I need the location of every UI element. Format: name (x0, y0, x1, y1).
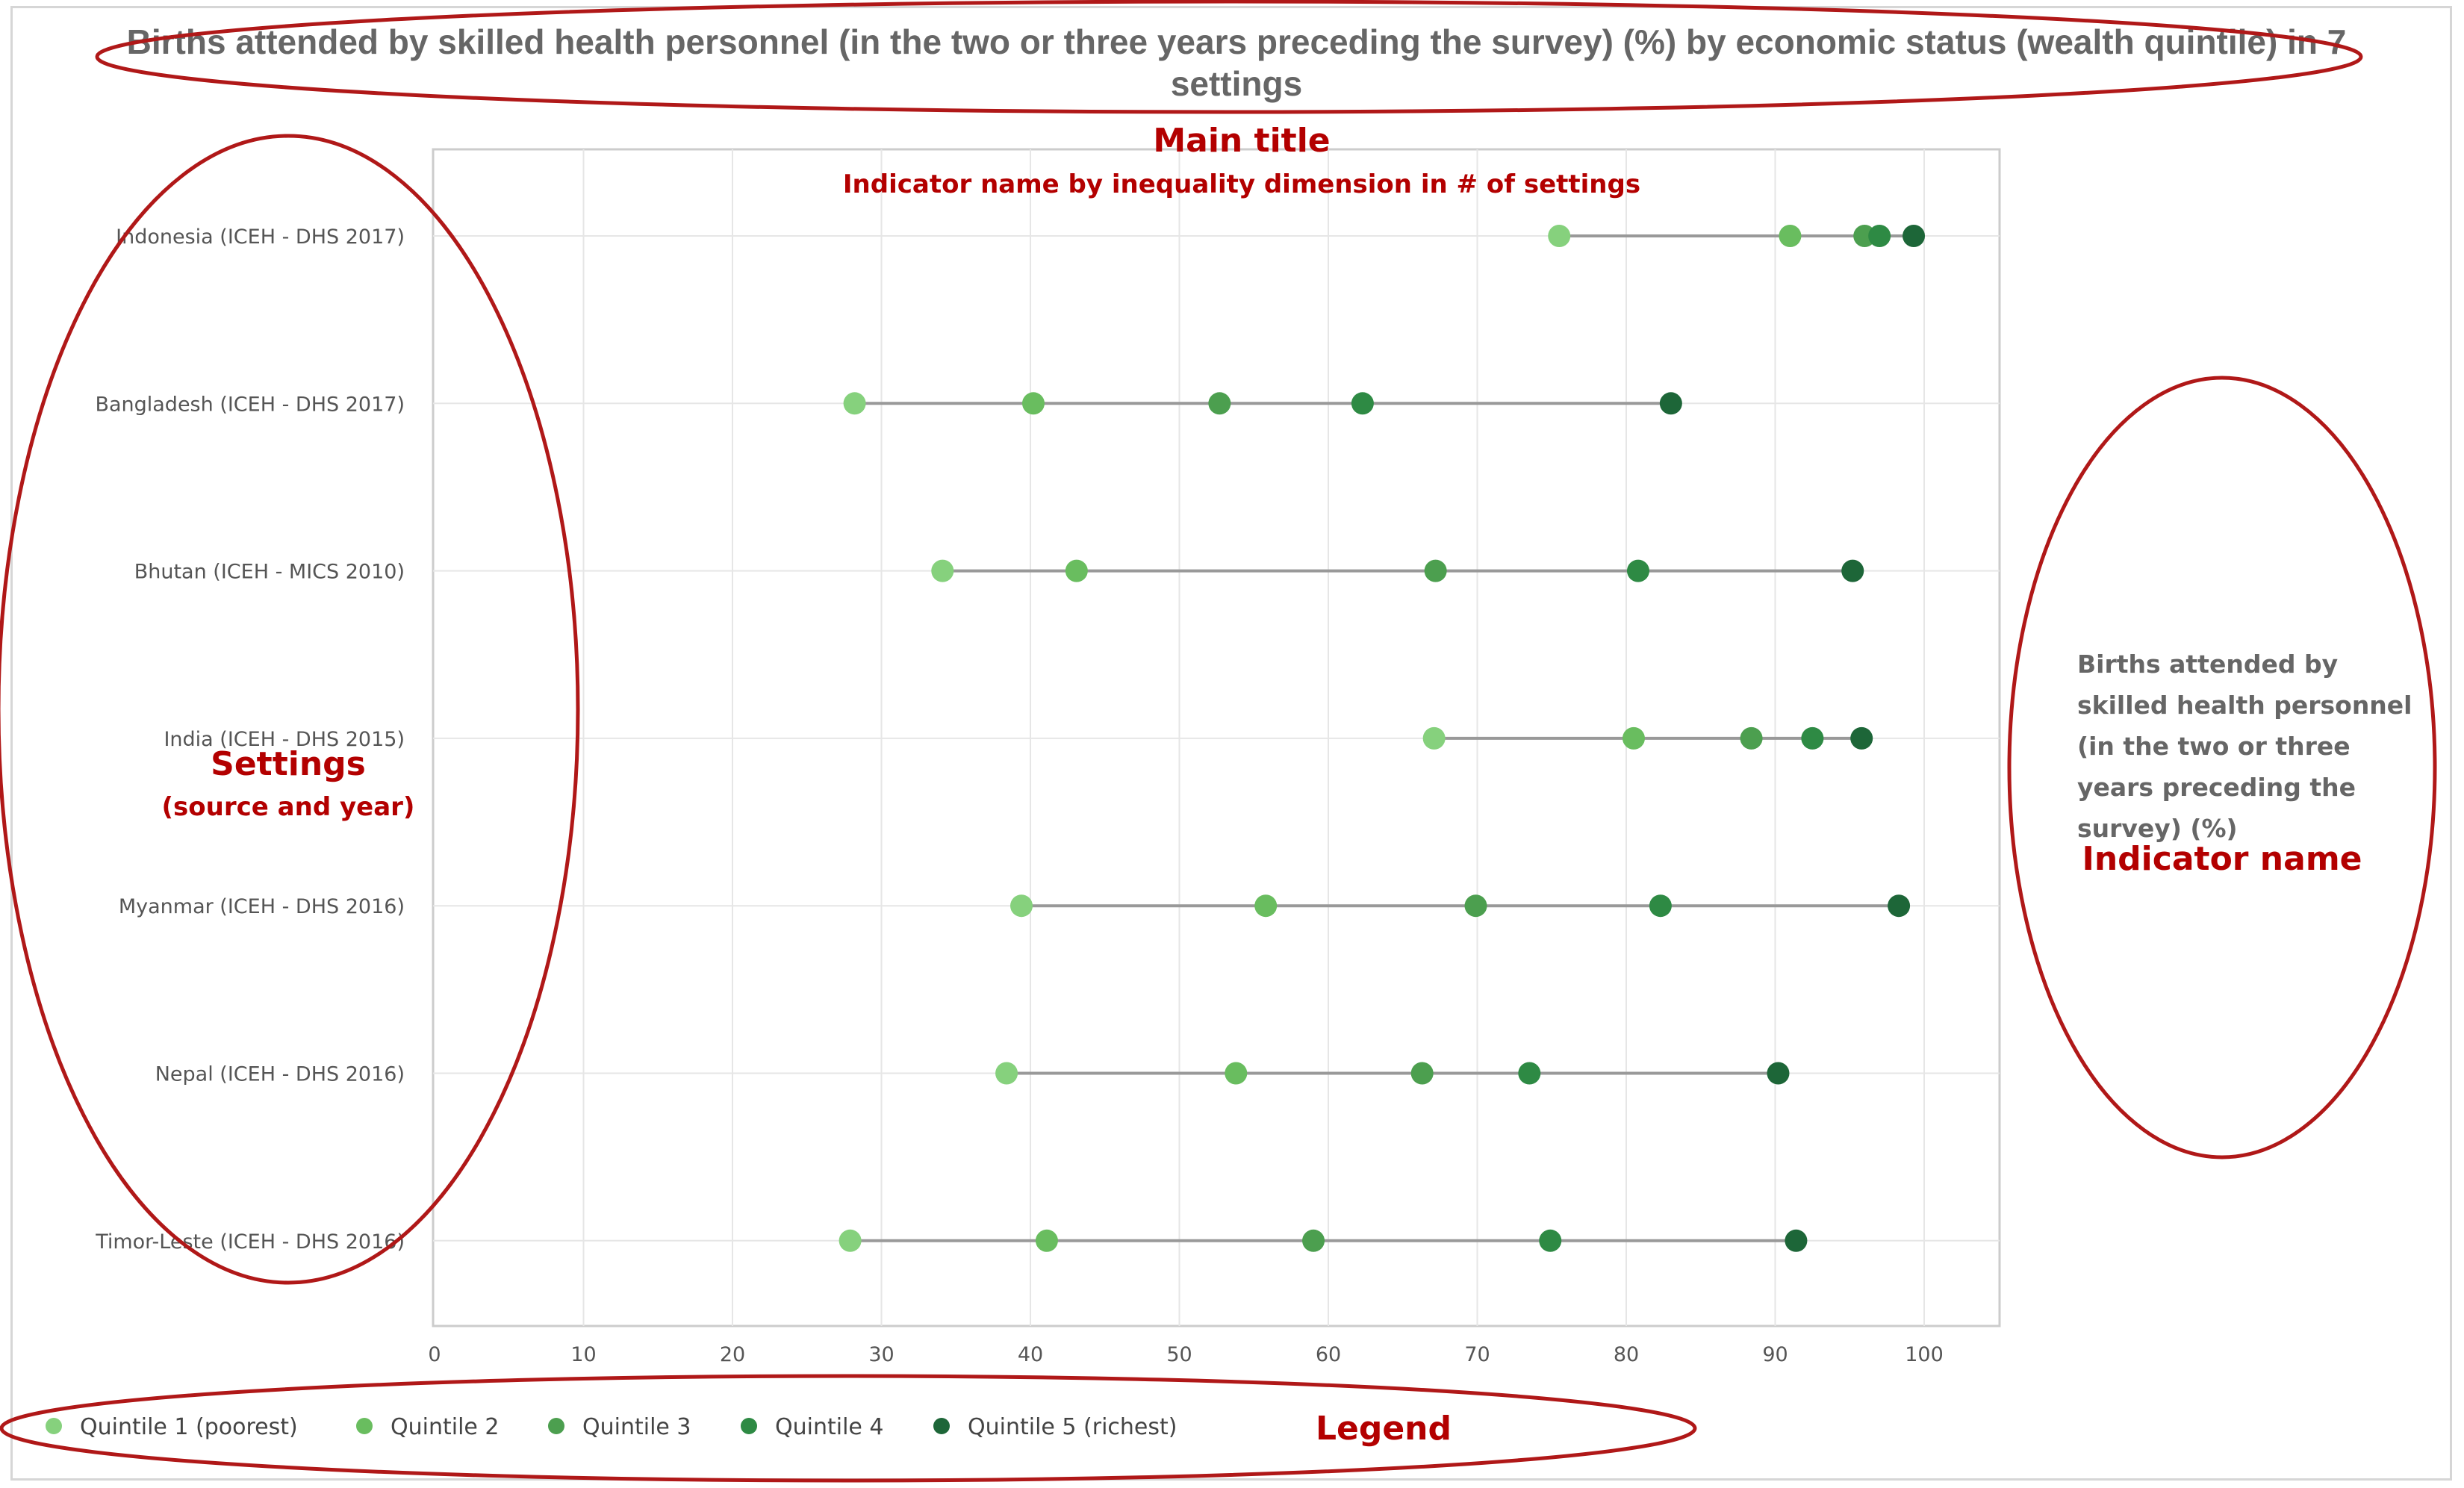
data-point-quintile-4[interactable] (1626, 559, 1649, 582)
annotation-indicator-name: Indicator name (2082, 840, 2362, 878)
x-tick-label: 90 (1762, 1343, 1788, 1366)
indicator-side-label: Births attended by skilled health personn… (2077, 650, 2412, 843)
legend-swatch (46, 1418, 62, 1434)
legend: Quintile 1 (poorest) Quintile 2 Quintile 3… (46, 1414, 1177, 1440)
category-label: India (ICEH - DHS 2015) (164, 728, 405, 751)
data-point-quintile-5[interactable] (1785, 1229, 1808, 1252)
data-point-quintile-1[interactable] (839, 1229, 862, 1252)
legend-label: Quintile 1 (poorest) (80, 1414, 298, 1440)
data-point-quintile-5[interactable] (1767, 1062, 1790, 1085)
indicator-annotation-ellipse (2007, 376, 2437, 1159)
annotation-main-title: Main title (1153, 122, 1330, 160)
settings-annotation-ellipse (0, 134, 580, 1285)
x-tick-label: 20 (720, 1343, 745, 1366)
annotation-legend: Legend (1316, 1410, 1452, 1448)
legend-annotation-ellipse (0, 1374, 1697, 1483)
chart-title-line-1: Births attended by skilled health person… (127, 22, 2347, 61)
category-label: Timor-Leste (ICEH - DHS 2016) (95, 1230, 405, 1254)
data-point-quintile-1[interactable] (1422, 726, 1446, 750)
data-point-quintile-2[interactable] (1622, 726, 1645, 750)
category-axis: Indonesia (ICEH - DHS 2017) Bangladesh (I… (95, 225, 405, 1254)
indicator-name-line: Births attended by (2077, 650, 2338, 679)
legend-label: Quintile 4 (775, 1414, 884, 1440)
legend-swatch (741, 1418, 757, 1434)
legend-item-quintile-3[interactable]: Quintile 3 (548, 1414, 691, 1440)
x-tick-label: 30 (868, 1343, 894, 1366)
data-point-quintile-1[interactable] (931, 559, 954, 582)
indicator-name-line: skilled health personnel (2077, 691, 2412, 720)
data-point-quintile-3[interactable] (1424, 559, 1447, 582)
data-point-quintile-2[interactable] (1035, 1229, 1058, 1252)
category-label: Bhutan (ICEH - MICS 2010) (134, 561, 405, 584)
title-annotation-ellipse (95, 0, 2363, 114)
data-point-quintile-5[interactable] (1841, 559, 1864, 582)
value-axis: 0 10 20 30 40 50 60 70 80 90 100 (428, 1343, 1943, 1366)
legend-item-quintile-1[interactable]: Quintile 1 (poorest) (46, 1414, 298, 1440)
data-point-quintile-5[interactable] (1659, 392, 1682, 415)
data-point-quintile-3[interactable] (1410, 1062, 1434, 1085)
data-point-quintile-2[interactable] (1779, 225, 1802, 247)
data-point-quintile-5[interactable] (1903, 225, 1926, 247)
data-point-quintile-5[interactable] (1850, 726, 1873, 750)
data-point-quintile-4[interactable] (1868, 225, 1891, 247)
indicator-name-line: (in the two or three (2077, 732, 2351, 761)
legend-swatch (933, 1418, 950, 1434)
data-point-quintile-4[interactable] (1351, 392, 1374, 415)
x-tick-label: 50 (1166, 1343, 1192, 1366)
legend-label: Quintile 5 (richest) (968, 1414, 1177, 1440)
annotation-settings: Settings (211, 745, 366, 783)
legend-swatch (356, 1418, 373, 1434)
data-point-quintile-3[interactable] (1740, 726, 1763, 750)
category-label: Indonesia (ICEH - DHS 2017) (116, 225, 405, 249)
data-point-quintile-4[interactable] (1649, 894, 1672, 918)
data-point-quintile-2[interactable] (1225, 1062, 1248, 1085)
data-point-quintile-1[interactable] (1010, 894, 1033, 918)
data-point-quintile-4[interactable] (1801, 726, 1824, 750)
data-point-quintile-3[interactable] (1302, 1229, 1325, 1252)
legend-item-quintile-2[interactable]: Quintile 2 (356, 1414, 500, 1440)
data-point-quintile-2[interactable] (1065, 559, 1088, 582)
x-tick-label: 100 (1905, 1343, 1944, 1366)
data-point-quintile-2[interactable] (1254, 894, 1278, 918)
annotation-settings-sub: (source and year) (162, 792, 415, 822)
legend-swatch (548, 1418, 564, 1434)
category-label: Bangladesh (ICEH - DHS 2017) (95, 393, 405, 416)
legend-item-quintile-4[interactable]: Quintile 4 (741, 1414, 884, 1440)
data-point-quintile-4[interactable] (1518, 1062, 1541, 1085)
data-point-quintile-1[interactable] (995, 1062, 1018, 1085)
indicator-name-line: survey) (%) (2077, 814, 2238, 843)
x-tick-label: 70 (1464, 1343, 1490, 1366)
category-label: Myanmar (ICEH - DHS 2016) (119, 895, 405, 918)
data-point-quintile-5[interactable] (1888, 894, 1911, 918)
x-tick-label: 10 (570, 1343, 596, 1366)
indicator-name-line: years preceding the (2077, 773, 2356, 802)
chart-title: Births attended by skilled health person… (127, 22, 2347, 103)
legend-item-quintile-5[interactable]: Quintile 5 (richest) (933, 1414, 1177, 1440)
data-point-quintile-4[interactable] (1539, 1229, 1562, 1252)
annotation-main-title-sub: Indicator name by inequality dimension i… (843, 169, 1640, 199)
data-point-quintile-2[interactable] (1021, 392, 1045, 415)
legend-label: Quintile 3 (582, 1414, 691, 1440)
chart-frame (10, 6, 2452, 1481)
data-point-quintile-1[interactable] (1548, 225, 1571, 247)
x-tick-label: 60 (1316, 1343, 1341, 1366)
x-tick-label: 0 (428, 1343, 441, 1366)
legend-label: Quintile 2 (391, 1414, 500, 1440)
data-point-quintile-3[interactable] (1208, 392, 1231, 415)
data-point-quintile-1[interactable] (843, 392, 866, 415)
x-tick-label: 40 (1018, 1343, 1043, 1366)
chart-title-line-2: settings (1171, 64, 1302, 103)
category-label: Nepal (ICEH - DHS 2016) (155, 1063, 405, 1086)
x-tick-label: 80 (1614, 1343, 1639, 1366)
series-marks (839, 225, 1926, 1252)
data-point-quintile-3[interactable] (1464, 894, 1487, 918)
